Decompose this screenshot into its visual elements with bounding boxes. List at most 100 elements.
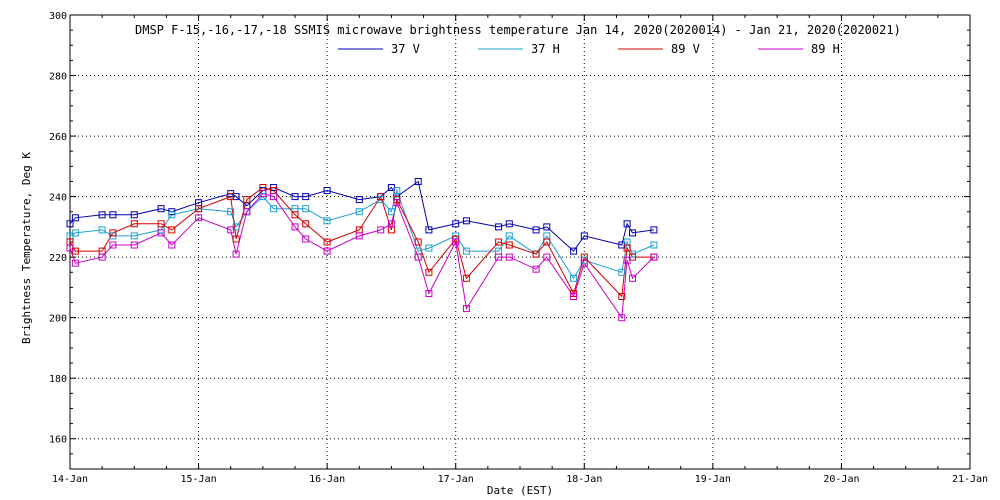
data-point-89-h: [414, 253, 422, 261]
data-point-89-v: [291, 211, 299, 219]
y-tick-label: 280: [49, 72, 67, 83]
data-point-37-v: [157, 205, 165, 213]
data-point-37-v: [452, 220, 460, 228]
data-point-37-v: [425, 226, 433, 234]
data-point-89-h: [71, 259, 79, 267]
data-point-37-h: [227, 208, 235, 216]
data-point-37-v: [98, 211, 106, 219]
data-point-89-h: [543, 253, 551, 261]
data-point-37-v: [495, 223, 503, 231]
data-point-89-h: [168, 241, 176, 249]
data-point-89-h: [232, 250, 240, 258]
plot-area: [69, 14, 971, 470]
data-point-37-v: [130, 211, 138, 219]
data-point-89-h: [425, 290, 433, 297]
data-point-89-v: [227, 193, 235, 201]
data-point-89-v: [505, 241, 513, 249]
data-point-37-h: [462, 247, 470, 255]
data-point-37-h: [130, 232, 138, 240]
x-tick-label: 15-Jan: [181, 474, 217, 485]
data-point-89-h: [623, 256, 631, 264]
legend-label-37-v: 37 V: [391, 42, 420, 56]
legend-label-89-v: 89 V: [671, 42, 700, 56]
y-axis-title: Brightness Temperature, Deg K: [20, 152, 33, 344]
data-point-89-h: [532, 265, 540, 273]
data-point-37-h: [302, 205, 310, 213]
data-point-89-v: [495, 238, 503, 246]
data-point-89-h: [243, 208, 251, 216]
axis-ticks: [69, 14, 971, 469]
data-point-89-h: [393, 199, 401, 207]
data-point-37-h: [387, 208, 395, 216]
data-point-89-v: [462, 274, 470, 282]
data-point-89-h: [291, 223, 299, 231]
data-point-37-h: [71, 229, 79, 237]
data-point-89-v: [232, 235, 240, 243]
data-point-89-h: [157, 229, 165, 237]
data-point-89-v: [323, 238, 331, 246]
x-tick-label: 20-Jan: [823, 474, 859, 485]
data-point-89-h: [650, 253, 658, 261]
data-point-37-v: [302, 193, 310, 201]
x-tick-label: 19-Jan: [695, 474, 731, 485]
data-point-37-h: [98, 226, 106, 234]
data-point-37-v: [232, 193, 240, 201]
data-point-37-v: [323, 187, 331, 194]
data-point-89-h: [109, 241, 117, 249]
data-point-37-v: [650, 226, 658, 234]
legend: 37 V 37 H 89 V 89 H: [338, 42, 840, 56]
data-point-89-h: [495, 253, 503, 261]
data-point-37-v: [570, 247, 578, 255]
data-point-89-v: [157, 220, 165, 228]
x-tick-label: 14-Jan: [52, 474, 88, 485]
data-point-89-h: [98, 253, 106, 261]
data-point-37-v: [543, 223, 551, 231]
data-point-89-v: [543, 238, 551, 246]
data-point-89-h: [302, 235, 310, 243]
y-tick-label: 220: [49, 253, 67, 264]
data-point-89-v: [130, 220, 138, 228]
y-tick-label: 160: [49, 435, 67, 446]
data-point-89-v: [532, 250, 540, 258]
data-point-37-h: [168, 211, 176, 219]
data-point-89-v: [377, 193, 385, 201]
data-point-89-h: [270, 193, 278, 201]
x-tick-label: 16-Jan: [309, 474, 345, 485]
data-point-89-h: [323, 247, 331, 255]
data-point-89-h: [462, 305, 470, 313]
x-tick-label: 17-Jan: [438, 474, 474, 485]
data-point-37-h: [355, 208, 363, 216]
y-tick-label: 180: [49, 374, 67, 385]
data-point-89-v: [425, 268, 433, 276]
data-point-37-v: [623, 220, 631, 228]
y-tick-label: 300: [49, 11, 67, 22]
data-point-89-v: [414, 238, 422, 246]
data-point-89-v: [243, 196, 251, 204]
data-point-89-v: [618, 293, 626, 300]
y-tick-label: 200: [49, 314, 67, 325]
data-point-89-h: [377, 226, 385, 234]
data-point-37-h: [650, 241, 658, 249]
data-point-37-h: [270, 205, 278, 213]
data-point-89-h: [66, 244, 74, 252]
data-point-89-v: [302, 220, 310, 228]
y-tick-label: 240: [49, 193, 67, 204]
data-point-89-h: [227, 226, 235, 234]
data-point-37-v: [109, 211, 117, 219]
data-point-89-v: [623, 244, 631, 252]
data-point-37-h: [570, 274, 578, 282]
data-point-37-h: [618, 268, 626, 276]
legend-label-89-h: 89 H: [811, 42, 840, 56]
data-point-37-h: [425, 244, 433, 252]
data-point-89-h: [130, 241, 138, 249]
series-line-37-h: [69, 188, 655, 280]
data-point-89-h: [629, 274, 636, 282]
x-axis-title: Date (EST): [487, 484, 553, 497]
data-point-89-h: [387, 220, 395, 228]
series-line-37-v: [69, 180, 654, 252]
data-point-37-v: [291, 193, 299, 201]
x-tick-labels: 14-Jan 15-Jan 16-Jan 17-Jan 18-Jan 19-Jan 20-J…: [52, 474, 988, 485]
data-point-89-v: [195, 205, 203, 213]
x-tick-label: 21-Jan: [952, 474, 988, 485]
data-point-37-v: [414, 178, 422, 185]
